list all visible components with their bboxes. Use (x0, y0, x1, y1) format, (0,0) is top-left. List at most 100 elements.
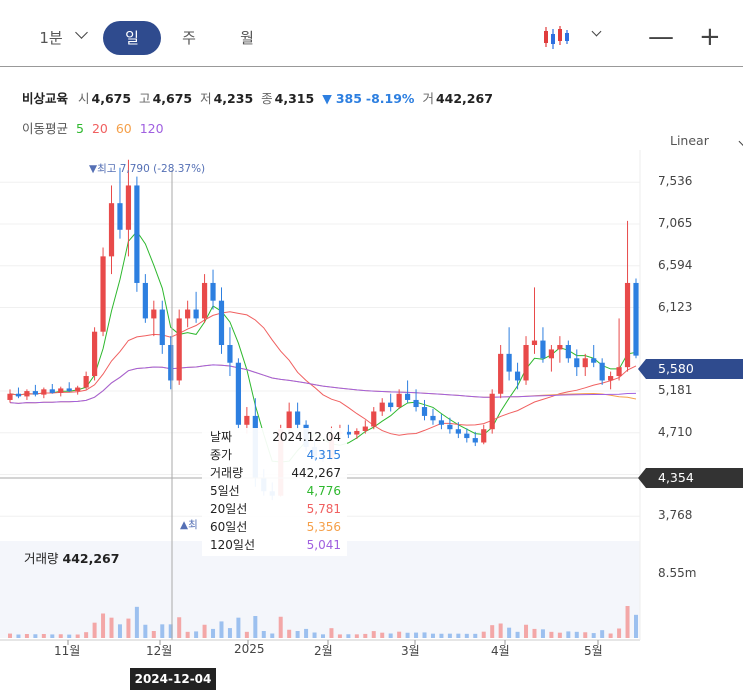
tooltip-label: 120일선 (210, 538, 255, 552)
volume-bar (430, 633, 435, 638)
current-price-tag: 5,580 (638, 359, 743, 379)
low-label: 저 (200, 91, 212, 106)
moving-average-label: 이동평균 (22, 121, 69, 136)
volume-bar (608, 633, 613, 638)
candle-body (379, 402, 385, 412)
volume-bar (464, 633, 469, 638)
y-tick-label: 6,123 (658, 299, 693, 314)
x-tick-label: 5월 (584, 644, 603, 658)
candle-body (91, 331, 98, 377)
price-summary: 비상교육 시 4,675 고 4,675 저 4,235 종 4,315 ▼ 385 -8.… (22, 88, 497, 107)
x-tick-label: 11월 (54, 644, 81, 658)
volume-label: 거 (422, 91, 434, 106)
volume-bar (634, 614, 638, 638)
volume-bar (160, 624, 165, 638)
volume-bar (617, 628, 622, 638)
candle-body (24, 391, 30, 397)
candle-body (455, 429, 461, 434)
zoom-in-button[interactable]: + (699, 22, 721, 52)
ma20-label: 20 (91, 121, 108, 136)
open-label: 시 (78, 91, 90, 106)
volume-bar (151, 631, 156, 638)
volume-bar (549, 631, 554, 638)
tooltip-value: 5,356 (306, 520, 341, 534)
candle-body (100, 256, 106, 332)
candle-body (210, 282, 216, 301)
volume-bar (600, 630, 605, 638)
volume-bar (321, 634, 325, 638)
tab-month[interactable]: 월 (232, 21, 262, 55)
candle-body (176, 318, 182, 381)
y-tick-label: 6,594 (658, 257, 693, 272)
volume-bar (278, 616, 283, 638)
volume-bar (109, 617, 114, 638)
volume-bar (473, 633, 478, 638)
volume-bar (481, 631, 486, 638)
volume-bar (583, 632, 588, 638)
volume-bar (591, 633, 596, 638)
moving-average-legend[interactable]: 이동평균 5 20 60 120 (22, 118, 164, 137)
y-tick-label: 4,710 (658, 424, 693, 439)
volume-bar (50, 634, 55, 638)
interval-label: 1분 (39, 29, 63, 47)
scale-dropdown[interactable]: Linear (670, 133, 743, 148)
tooltip-label: 종가 (210, 448, 233, 462)
candle-body (531, 340, 538, 345)
interval-dropdown[interactable]: 1분 (28, 21, 74, 55)
y-tick-label: 5,181 (658, 383, 693, 397)
candle-body (125, 185, 132, 230)
zoom-out-button[interactable]: — (648, 22, 674, 52)
volume-bar (117, 624, 122, 638)
candle-body (498, 353, 504, 394)
tab-day[interactable]: 일 (103, 21, 161, 55)
candle-body (404, 393, 411, 400)
data-tooltip: 날짜 2024.12.04 종가 4,315 거래량 442,267 5일선 4,776… (202, 428, 347, 556)
volume-bar (219, 621, 224, 638)
volume-panel-label: 거래량 (24, 551, 59, 566)
candle-body (32, 391, 38, 395)
change-value: 385 (335, 91, 362, 106)
candle-body (354, 430, 360, 435)
tooltip-label: 20일선 (210, 502, 248, 516)
crosshair-date: 2024-12-04 (130, 668, 216, 690)
ma-line (9, 364, 637, 404)
y-tick-label: 3,768 (658, 508, 693, 523)
x-tick-label: 4월 (491, 644, 510, 658)
volume-bar (244, 631, 249, 638)
ma60-label: 60 (115, 121, 132, 136)
candle-body (193, 309, 199, 319)
candle-body (345, 431, 351, 435)
candle-body (557, 345, 563, 350)
low-value: 4,235 (213, 91, 254, 106)
ma120-label: 120 (139, 121, 164, 136)
x-tick-label: 2월 (314, 644, 333, 658)
candle-body (108, 203, 115, 257)
open-value: 4,675 (91, 91, 132, 106)
volume-bar (414, 632, 419, 638)
tooltip-value: 4,776 (306, 484, 341, 498)
candlestick-chart-icon[interactable] (541, 25, 571, 51)
volume-bar (532, 628, 537, 638)
candle-body (227, 345, 233, 363)
candle-body (218, 300, 225, 345)
tooltip-label: 5일선 (210, 484, 240, 498)
candle-body (235, 362, 242, 425)
volume-bar (41, 634, 46, 638)
volume-bar (287, 629, 292, 638)
volume-bar (397, 631, 402, 638)
volume-bar (202, 624, 207, 638)
ma-line (9, 311, 637, 436)
volume-bar (388, 633, 393, 638)
volume-bar (566, 631, 571, 638)
volume-bars (8, 606, 638, 638)
volume-bar (540, 629, 545, 638)
volume-bar (101, 613, 106, 638)
volume-bar (126, 618, 131, 638)
candle-body (565, 345, 571, 359)
candle-body (421, 407, 428, 416)
tooltip-label: 거래량 (210, 466, 244, 480)
tab-week[interactable]: 주 (174, 21, 204, 55)
crosshair-price: 4,354 (658, 470, 694, 485)
candle-body (616, 367, 622, 377)
